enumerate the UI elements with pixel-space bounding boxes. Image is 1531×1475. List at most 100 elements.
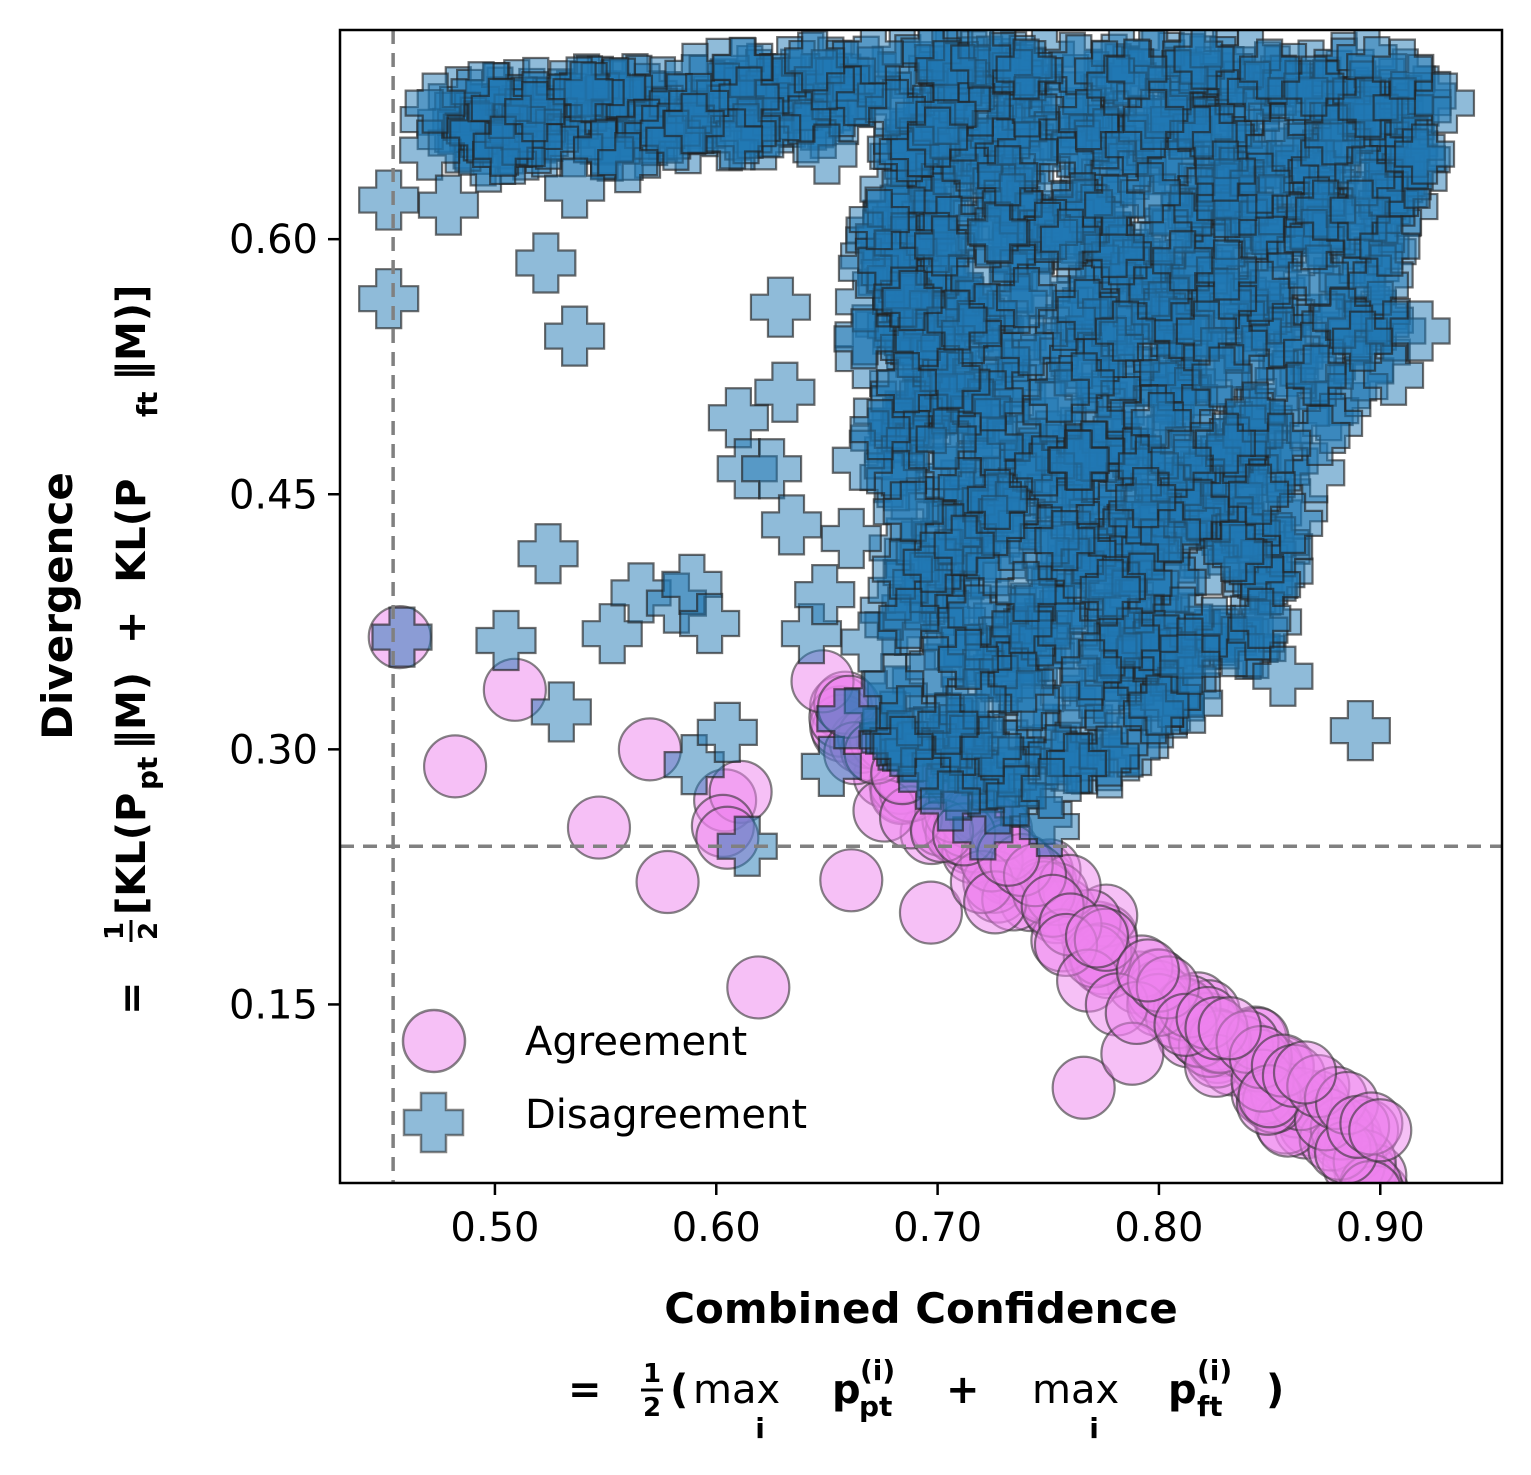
x-formula-sub-pt: pt [859, 1390, 892, 1423]
agreement-point [819, 848, 884, 913]
x-formula-frac-num: 1 [643, 1359, 661, 1389]
disagreement-cloud-point [947, 584, 1009, 646]
disagreement-cloud-point [1359, 215, 1421, 277]
disagreement-cloud-point [881, 269, 943, 331]
disagreement-cloud-point [1034, 510, 1096, 572]
disagreement-point [749, 276, 812, 338]
x-formula-sub-i-2: i [1089, 1412, 1099, 1445]
y-formula-mid: ‖M) + KL(P [109, 479, 156, 750]
disagreement-point [800, 735, 862, 797]
disagreement-point [754, 361, 816, 423]
disagreement-point [1084, 174, 1146, 236]
disagreement-point [1039, 208, 1101, 270]
disagreement-top-band-point [784, 30, 846, 92]
disagreement-point [1239, 38, 1301, 100]
disagreement-point [581, 603, 643, 665]
y-formula-prefix: = [109, 981, 155, 1015]
disagreement-cloud-point [997, 121, 1059, 183]
y-formula-end: ‖M)] [109, 285, 156, 381]
disagreement-point [404, 72, 466, 134]
y-tick-label: 0.60 [229, 217, 318, 263]
disagreement-cloud-point [1098, 607, 1161, 669]
y-formula-sub-ft: ft [131, 391, 164, 417]
disagreement-cloud-point [915, 408, 977, 470]
disagreement-point [849, 399, 911, 461]
agreement-point [422, 734, 488, 799]
agreement-point [1051, 1055, 1116, 1120]
y-axis-title-group: Divergence [33, 472, 82, 740]
disagreement-point [371, 606, 433, 668]
x-formula-sub-i-1: i [755, 1412, 765, 1445]
x-tick-label: 0.50 [450, 1205, 539, 1251]
disagreement-top-band-point [552, 61, 614, 123]
y-axis-ticks: 0.15 0.30 0.45 0.60 [229, 217, 340, 1028]
x-formula-p-1: p [832, 1367, 861, 1413]
disagreement-point [1106, 38, 1168, 100]
data-layer [358, 30, 1476, 1183]
y-axis-title: Divergence [33, 472, 82, 740]
disagreement-cloud-point [872, 715, 934, 777]
legend-disagreement-label: Disagreement [525, 1092, 807, 1138]
disagreement-point [716, 815, 778, 877]
y-formula-part1: [KL(P [109, 793, 155, 915]
disagreement-point [794, 563, 856, 626]
legend-agreement-marker [401, 1008, 467, 1074]
x-formula-prefix: = [568, 1367, 602, 1413]
agreement-point [1197, 996, 1262, 1061]
disagreement-cloud-point [995, 560, 1057, 623]
agreement-point [1348, 1098, 1413, 1163]
x-tick-label: 0.70 [893, 1205, 982, 1251]
disagreement-point [696, 701, 758, 763]
disagreement-point [597, 132, 659, 194]
disagreement-point [1252, 645, 1314, 707]
disagreement-point [1048, 429, 1110, 491]
disagreement-point [760, 494, 823, 556]
x-axis-ticks: 0.50 0.60 0.70 0.80 0.90 [450, 1183, 1425, 1251]
x-formula-sup-1: (i) [860, 1354, 895, 1387]
disagreement-point [663, 734, 725, 796]
x-tick-label: 0.60 [672, 1205, 761, 1251]
disagreement-cloud-point [919, 347, 981, 409]
disagreement-point [995, 38, 1057, 100]
x-formula-close: ) [1266, 1367, 1284, 1413]
agreement-point [566, 795, 632, 860]
disagreement-cloud-point [1304, 104, 1366, 166]
disagreement-point [1194, 140, 1256, 202]
disagreement-cloud-point [1203, 520, 1265, 582]
disagreement-point [1028, 361, 1090, 423]
disagreement-point [504, 81, 566, 143]
disagreement-point [1227, 463, 1290, 525]
disagreement-cloud-point [833, 308, 895, 370]
x-formula-plus: + [946, 1367, 980, 1413]
agreement-point [1272, 1040, 1338, 1105]
disagreement-point [530, 681, 592, 743]
disagreement-cloud-point [977, 145, 1039, 207]
disagreement-top-band-point [950, 30, 1012, 89]
agreement-point [726, 955, 791, 1020]
disagreement-point [1079, 558, 1141, 621]
disagreement-point [1285, 344, 1347, 406]
disagreement-point [1115, 467, 1177, 529]
disagreement-cloud-point [937, 628, 1000, 690]
y-formula-sub-pt: pt [131, 757, 164, 790]
plot-frame [338, 28, 1504, 1185]
x-tick-label: 0.90 [1336, 1205, 1425, 1251]
disagreement-cloud-point [1045, 732, 1108, 795]
disagreement-cloud-point [1020, 757, 1082, 820]
disagreement-point [1159, 633, 1221, 695]
disagreement-point [1371, 38, 1433, 100]
agreement-point [898, 880, 964, 945]
y-formula-frac-num: 1 [100, 922, 130, 940]
disagreement-point [820, 507, 882, 570]
disagreement-point [907, 106, 969, 168]
disagreement-top-band-point [842, 30, 904, 85]
disagreement-point [475, 609, 537, 672]
disagreement-point [1331, 310, 1394, 372]
disagreement-cloud-point [1183, 596, 1246, 658]
disagreement-cloud-point [848, 188, 910, 251]
x-formula-open: ( [670, 1367, 688, 1413]
disagreement-point [544, 305, 606, 367]
agreement-point [1115, 938, 1180, 1003]
disagreement-cloud-point [1094, 300, 1157, 362]
